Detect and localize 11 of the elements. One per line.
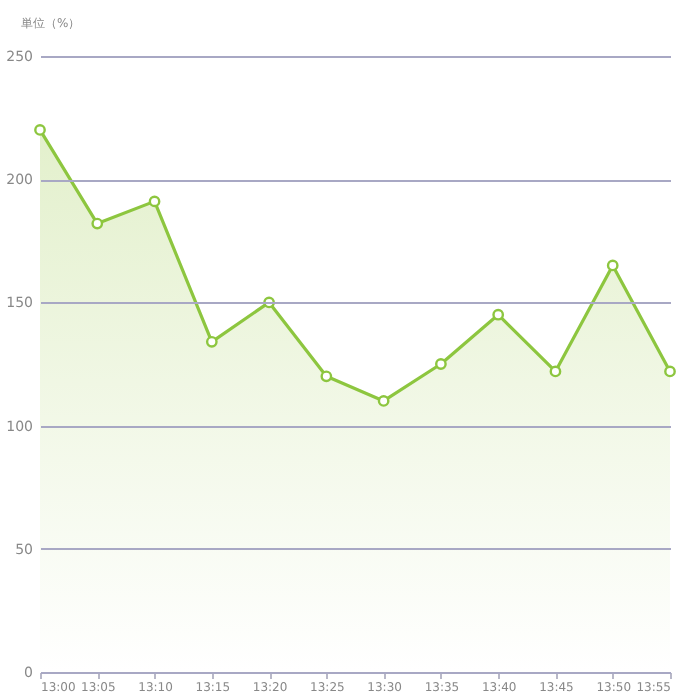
point — [549, 365, 562, 378]
point — [606, 259, 619, 272]
point — [205, 335, 218, 348]
point — [91, 217, 104, 230]
point — [377, 395, 390, 407]
point — [320, 370, 333, 383]
point — [492, 308, 505, 321]
point — [34, 124, 46, 136]
point — [664, 365, 676, 378]
point — [435, 358, 447, 370]
point — [148, 195, 161, 208]
